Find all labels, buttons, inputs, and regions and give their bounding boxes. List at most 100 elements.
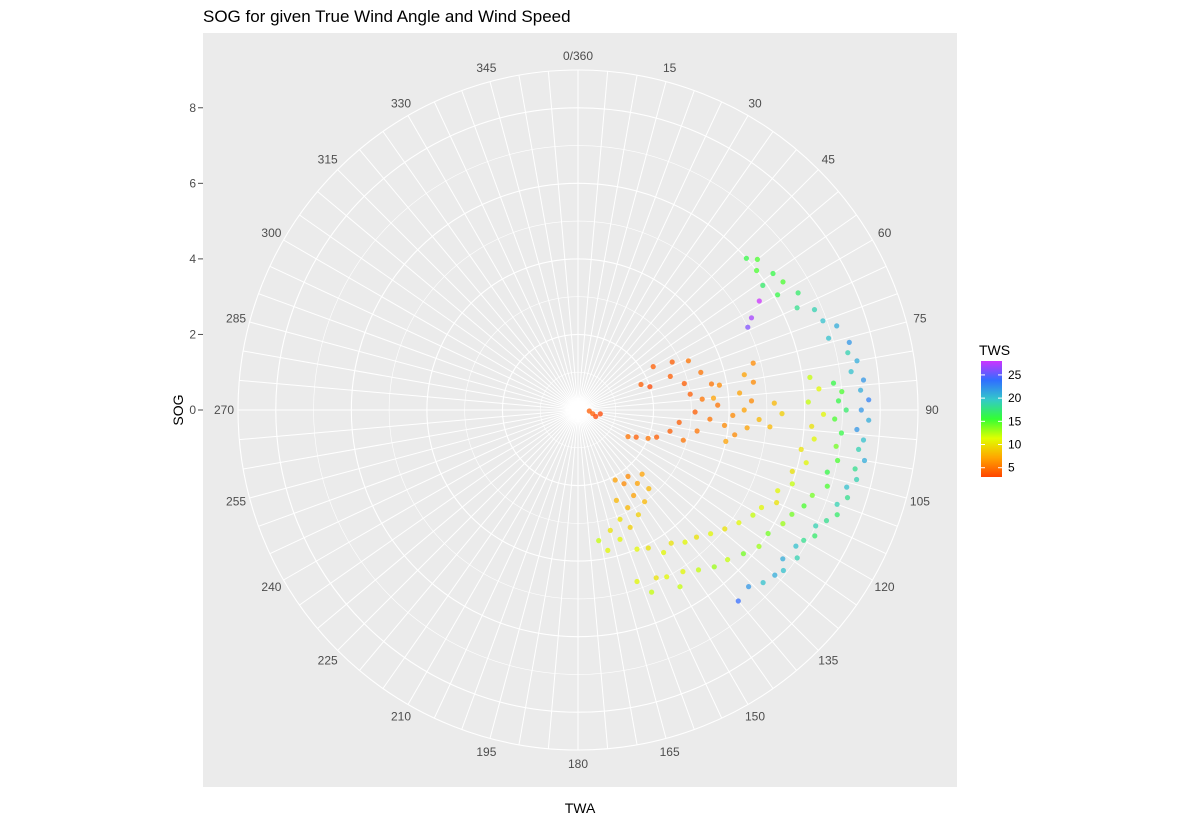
- data-point: [794, 555, 800, 561]
- radius-tick-label: 2: [189, 327, 196, 341]
- radial-gridline: [433, 101, 579, 411]
- data-point: [664, 574, 670, 580]
- radial-gridline: [461, 90, 579, 411]
- data-point: [631, 492, 637, 499]
- radial-gridline: [547, 409, 579, 749]
- radial-gridline: [283, 409, 579, 581]
- data-point: [866, 417, 872, 423]
- radial-gridline: [577, 409, 887, 555]
- radial-gridline: [299, 214, 579, 411]
- data-point: [647, 384, 653, 390]
- data-point: [844, 495, 851, 501]
- data-point: [625, 434, 631, 440]
- radius-labels: 0 2 4 6 8: [189, 101, 203, 417]
- data-point: [756, 543, 762, 550]
- angle-tick-label: 225: [318, 653, 338, 667]
- angle-tick-label: 90: [925, 403, 939, 417]
- data-point: [653, 575, 659, 581]
- data-point: [770, 270, 776, 277]
- data-point: [708, 381, 715, 387]
- data-point: [805, 399, 811, 405]
- data-point: [605, 547, 611, 554]
- data-point: [693, 534, 700, 540]
- data-point: [743, 255, 750, 261]
- data-point: [809, 492, 815, 498]
- data-point: [767, 424, 773, 430]
- data-point: [669, 359, 675, 365]
- data-point: [866, 397, 872, 403]
- data-point: [839, 389, 845, 395]
- angle-tick-label: 240: [261, 580, 281, 594]
- data-point: [633, 434, 639, 440]
- radial-gridline: [269, 409, 579, 555]
- data-point: [597, 411, 603, 417]
- data-point: [794, 305, 800, 311]
- data-point: [661, 549, 667, 556]
- data-point: [820, 411, 827, 417]
- radial-gridline: [577, 409, 917, 441]
- angle-tick-label: 210: [391, 710, 411, 724]
- data-point: [723, 438, 729, 444]
- radial-gridline: [461, 409, 579, 730]
- angle-tick-label: 285: [226, 311, 246, 325]
- data-point: [811, 436, 817, 442]
- radial-gridline: [577, 101, 723, 411]
- radial-gridline: [577, 191, 839, 411]
- data-point: [858, 387, 864, 393]
- angle-tick-label: 0/360: [563, 49, 593, 63]
- radial-gridline: [518, 75, 579, 411]
- data-point: [638, 381, 644, 388]
- angle-tick-label: 150: [745, 710, 765, 724]
- data-point: [635, 512, 642, 518]
- data-point: [803, 460, 809, 466]
- angle-tick-label: 180: [568, 757, 588, 771]
- angle-tick-label: 60: [878, 226, 892, 240]
- data-point: [708, 531, 714, 537]
- data-point: [811, 307, 818, 313]
- data-point: [596, 538, 602, 544]
- radial-gridline: [577, 321, 907, 411]
- data-point: [699, 396, 705, 402]
- data-point: [789, 468, 795, 474]
- data-point: [861, 457, 868, 464]
- data-point: [801, 537, 807, 543]
- data-point: [789, 511, 795, 517]
- data-point: [746, 584, 752, 590]
- legend-tick-label: 20: [1008, 391, 1022, 405]
- radial-ring: [501, 333, 655, 487]
- radial-gridline: [577, 409, 907, 499]
- angle-tick-label: 300: [261, 226, 281, 240]
- data-point: [617, 536, 623, 542]
- radial-gridline: [577, 265, 887, 411]
- data-point: [824, 483, 830, 489]
- data-point: [754, 256, 761, 262]
- radial-gridline: [577, 90, 695, 411]
- data-point: [627, 524, 633, 530]
- data-point: [634, 546, 640, 552]
- radial-gridline: [337, 169, 579, 411]
- radial-ring: [350, 182, 806, 638]
- chart-title: SOG for given True Wind Angle and Wind S…: [203, 7, 571, 26]
- radial-gridline: [577, 409, 797, 671]
- data-point: [860, 437, 867, 443]
- angle-tick-label: 345: [476, 61, 496, 75]
- angle-tick-label: 330: [391, 96, 411, 110]
- data-point: [711, 564, 717, 570]
- data-point: [650, 364, 656, 370]
- data-point: [779, 411, 785, 417]
- data-point: [756, 416, 762, 423]
- radial-gridline: [547, 71, 579, 411]
- data-point: [593, 413, 599, 420]
- data-point: [748, 398, 755, 404]
- data-point: [854, 476, 860, 483]
- radial-gridline: [249, 409, 579, 499]
- data-point: [732, 432, 738, 438]
- radial-gridline: [577, 293, 898, 411]
- data-point: [843, 407, 849, 413]
- angle-tick-label: 255: [226, 495, 246, 509]
- data-point: [698, 369, 704, 375]
- angle-tick-label: 75: [913, 311, 927, 325]
- data-point: [612, 477, 618, 483]
- x-axis-title: TWA: [565, 800, 596, 816]
- data-point: [687, 391, 693, 397]
